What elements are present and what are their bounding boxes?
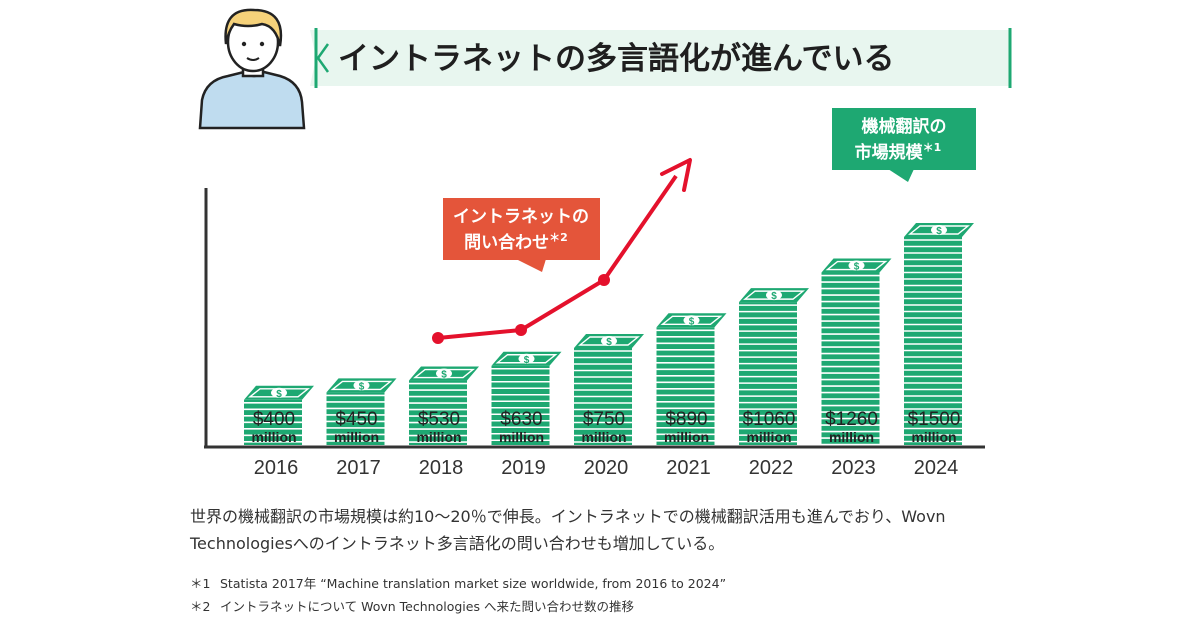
bar-2018: $ [409,366,479,445]
bar-2017: $ [326,378,397,445]
market-callout: 機械翻訳の 市場規模＊1 [832,108,976,182]
svg-text:$: $ [689,316,695,327]
inquiry-point-2019 [515,324,527,336]
inquiry-point-2018 [432,332,444,344]
footnote-1: ＊1 Statista 2017年 “Machine translation ma… [190,576,727,591]
unit-label-2021: million [664,429,709,445]
year-label-2018: 2018 [419,457,464,479]
title-banner: イントラネットの多言語化が進んでいる [310,28,1012,88]
unit-label-2024: million [911,429,956,445]
year-label-2020: 2020 [584,457,629,479]
person-icon [198,8,306,130]
svg-text:$: $ [524,355,530,366]
inquiry-point-2020 [598,274,610,286]
year-label-2022: 2022 [749,457,794,479]
svg-text:$: $ [854,262,860,273]
unit-label-2019: million [499,429,544,445]
year-labels: 2016 2017 2018 2019 2020 2021 2022 2023 2024 [254,457,959,479]
bar-2023: $ [821,258,892,446]
description: 世界の機械翻訳の市場規模は約10〜20％で伸長。イントラネットでの機械翻訳活用も… [190,507,946,553]
year-label-2023: 2023 [831,457,876,479]
year-label-2016: 2016 [254,457,299,479]
inquiry-callout: イントラネットの 問い合わせ＊2 [443,198,600,272]
value-label-2021: $890 [665,409,707,430]
year-label-2024: 2024 [914,457,959,479]
bar-2019: $ [491,351,562,445]
value-label-2016: $400 [253,409,295,430]
year-label-2021: 2021 [666,457,711,479]
value-label-2018: $530 [418,409,460,430]
value-label-2017: $450 [335,409,377,430]
inquiry-callout-line2: 問い合わせ＊2 [464,231,568,253]
page-title: イントラネットの多言語化が進んでいる [338,41,894,77]
market-callout-line2: 市場規模＊1 [855,141,942,163]
value-label-2020: $750 [583,409,625,430]
svg-text:$: $ [359,381,365,392]
trend-arrow-head [660,158,692,192]
year-label-2017: 2017 [336,457,381,479]
svg-text:$: $ [936,226,942,237]
bar-2022: $ [739,288,809,445]
bar-2021: $ [656,313,727,445]
value-label-2024: $1500 [908,409,961,430]
value-label-2023: $1260 [825,409,878,430]
value-label-2019: $630 [500,409,542,430]
bar-group: $ $ $ $ $ $ $ $ $ [244,223,974,446]
unit-label-2016: million [251,429,296,445]
year-label-2019: 2019 [501,457,546,479]
value-label-2022: $1060 [743,409,796,430]
unit-label-2022: million [746,429,791,445]
svg-text:$: $ [441,370,447,381]
svg-text:$: $ [276,389,282,400]
unit-label-2020: million [581,429,626,445]
bar-2020: $ [574,334,644,445]
unit-label-2017: million [334,429,379,445]
bar-2016: $ [244,385,314,445]
inquiry-line [437,174,678,340]
market-callout-line1: 機械翻訳の [862,116,947,137]
inquiry-trend [432,158,692,344]
inquiry-callout-line1: イントラネットの [453,207,589,227]
unit-label-2018: million [416,429,461,445]
bar-2024: $ [904,223,974,445]
value-labels: $400million$450million$530million$630mil… [251,409,960,445]
svg-text:$: $ [771,291,777,302]
svg-text:$: $ [606,337,612,348]
footnote-2: ＊2 イントラネットについて Wovn Technologies へ来た問い合わせ… [190,599,634,614]
unit-label-2023: million [829,429,874,445]
